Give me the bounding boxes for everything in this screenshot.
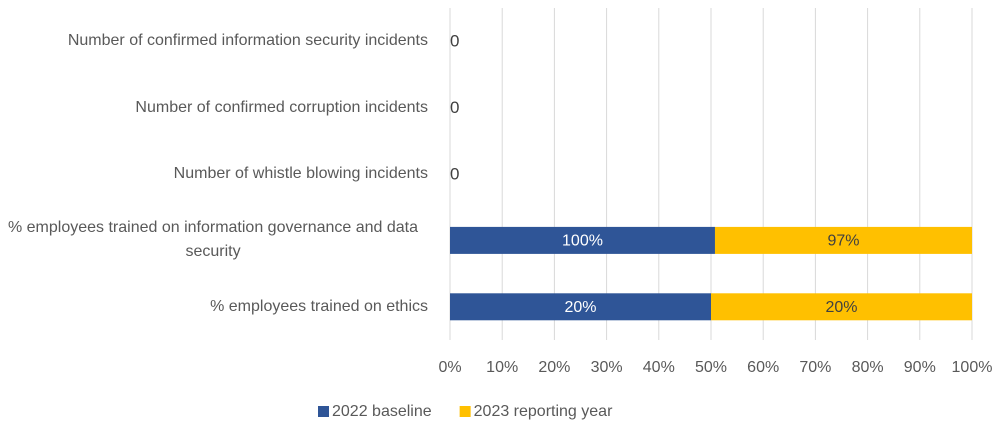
y-tick-label: % employees trained on ethics	[0, 295, 428, 319]
data-label: 20%	[825, 299, 857, 316]
y-tick-label: Number of confirmed corruption incidents	[0, 96, 428, 120]
bar-segment	[714, 226, 972, 254]
bar-segment	[711, 293, 972, 321]
x-tick-label: 20%	[538, 359, 570, 376]
data-label: 0	[450, 32, 459, 51]
y-tick-label: Number of whistle blowing incidents	[0, 162, 428, 186]
data-label: 97%	[827, 233, 859, 250]
x-tick-label: 60%	[747, 359, 779, 376]
x-tick-label: 50%	[695, 359, 727, 376]
category-text: % employees trained on ethics	[210, 297, 428, 315]
data-label: 0	[450, 164, 459, 183]
x-tick-label: 40%	[643, 359, 675, 376]
x-tick-label: 90%	[904, 359, 936, 376]
category-text: Number of confirmed information security…	[67, 32, 428, 50]
category-text: % employees trained on information gover…	[7, 219, 419, 261]
x-tick-label: 0%	[438, 359, 461, 376]
category-text: Number of confirmed corruption incidents	[135, 98, 428, 116]
x-tick-label: 100%	[952, 359, 993, 376]
x-tick-label: 70%	[799, 359, 831, 376]
x-tick-label: 10%	[486, 359, 518, 376]
legend-label: 2022 baseline	[332, 403, 432, 420]
legend-label: 2023 reporting year	[474, 403, 613, 420]
bar-segment	[450, 226, 715, 254]
data-label: 20%	[564, 299, 596, 316]
data-label: 100%	[562, 233, 603, 250]
legend-swatch	[459, 406, 471, 417]
bar-segment	[450, 293, 711, 321]
data-label: 0	[450, 98, 459, 117]
category-text: Number of whistle blowing incidents	[173, 165, 428, 182]
legend-swatch	[318, 406, 329, 417]
y-tick-label: % employees trained on information gover…	[0, 216, 428, 264]
x-tick-label: 80%	[852, 359, 884, 376]
x-tick-label: 30%	[591, 359, 623, 376]
y-tick-label: Number of confirmed information security…	[0, 29, 428, 53]
